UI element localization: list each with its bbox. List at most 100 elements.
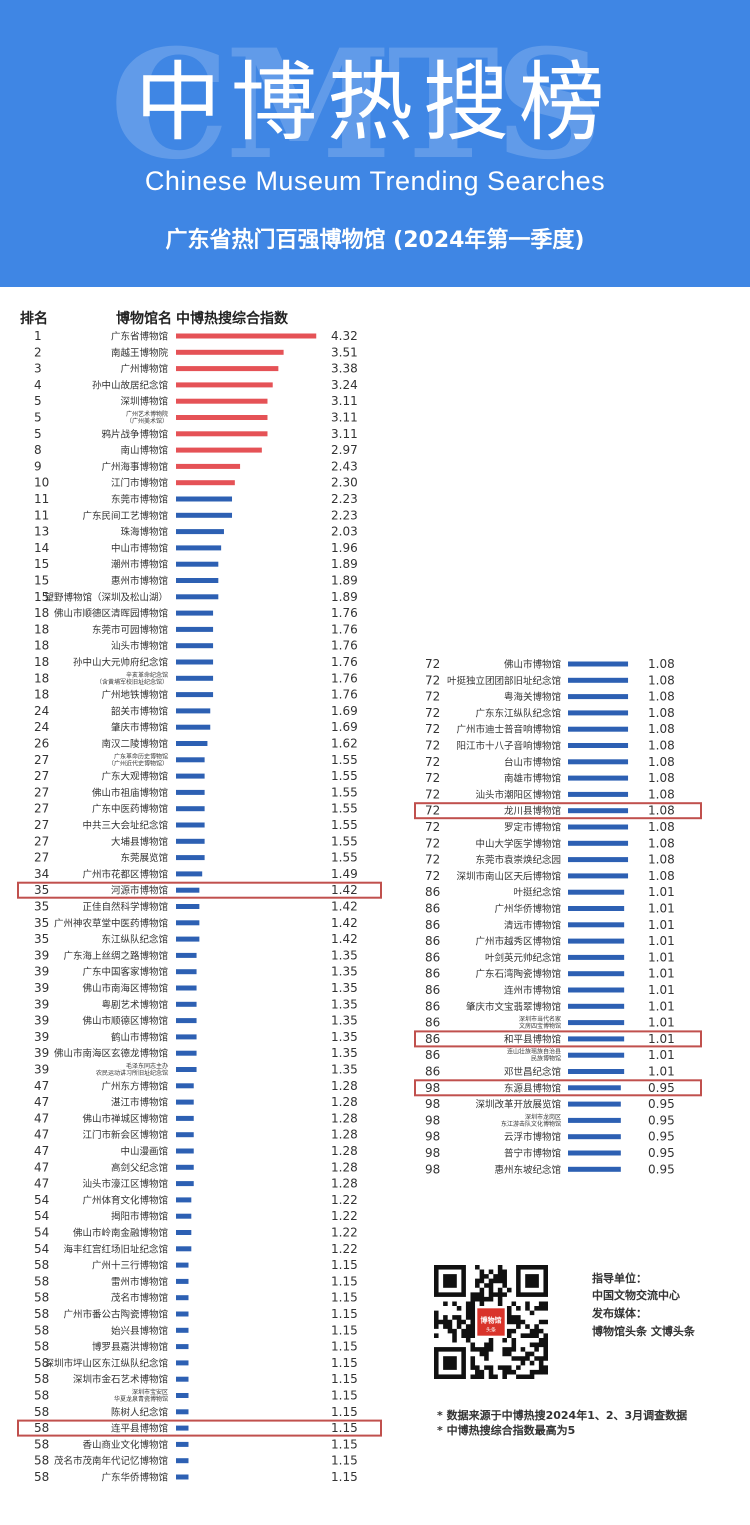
left-value-label: 1.76 bbox=[331, 622, 358, 636]
left-bar bbox=[176, 1458, 189, 1464]
left-name-label-line2: 华夏龙泉青瓷博物馆 bbox=[114, 1395, 168, 1403]
right-value-label: 0.95 bbox=[648, 1081, 675, 1095]
right-value-label: 1.01 bbox=[648, 1048, 675, 1062]
left-bar bbox=[176, 708, 211, 714]
left-rank-label: 27 bbox=[34, 834, 49, 848]
left-rank-label: 54 bbox=[34, 1226, 49, 1240]
left-bar bbox=[176, 789, 205, 795]
right-value-label: 1.08 bbox=[648, 804, 675, 818]
right-name-label: 广东东江纵队纪念馆 bbox=[475, 707, 561, 719]
left-bar bbox=[176, 806, 205, 812]
left-value-label: 1.42 bbox=[331, 916, 358, 930]
right-rank-label: 72 bbox=[425, 673, 440, 687]
left-rank-label: 18 bbox=[34, 655, 49, 669]
left-value-label: 1.35 bbox=[331, 1046, 358, 1060]
left-rank-label: 14 bbox=[34, 541, 49, 555]
right-rank-label: 98 bbox=[425, 1162, 440, 1176]
left-bar bbox=[176, 1246, 192, 1252]
left-bar bbox=[176, 1018, 197, 1024]
left-value-label: 1.28 bbox=[331, 1095, 358, 1109]
left-value-label: 1.42 bbox=[331, 900, 358, 914]
left-value-label: 1.15 bbox=[331, 1258, 358, 1272]
left-rank-label: 27 bbox=[34, 785, 49, 799]
right-name-label: 邓世昌纪念馆 bbox=[504, 1066, 561, 1078]
right-rank-label: 86 bbox=[425, 885, 440, 899]
left-bar bbox=[176, 463, 241, 469]
left-bar bbox=[176, 1132, 194, 1138]
left-value-label: 3.11 bbox=[331, 411, 358, 425]
right-rank-label: 72 bbox=[425, 739, 440, 753]
left-value-label: 1.89 bbox=[331, 557, 358, 571]
left-name-label: 望野博物馆（深圳及松山湖） bbox=[44, 591, 168, 603]
left-value-label: 1.15 bbox=[331, 1340, 358, 1354]
left-bar bbox=[176, 333, 317, 339]
left-value-label: 1.35 bbox=[331, 1063, 358, 1077]
left-bar bbox=[176, 366, 279, 372]
left-name-label: 中山漫画馆 bbox=[120, 1146, 168, 1158]
left-value-label: 1.55 bbox=[331, 834, 358, 848]
right-value-label: 1.08 bbox=[648, 739, 675, 753]
left-name-label: 广州东方博物馆 bbox=[101, 1080, 168, 1092]
right-rank-label: 86 bbox=[425, 1048, 440, 1062]
right-bar bbox=[568, 677, 629, 683]
qr-logo-icon bbox=[477, 1308, 505, 1336]
right-rank-label: 72 bbox=[425, 804, 440, 818]
left-value-label: 1.28 bbox=[331, 1079, 358, 1093]
left-bar bbox=[176, 382, 273, 388]
right-bar bbox=[568, 1036, 625, 1042]
left-name-label: 深圳市坪山区东江纵队纪念馆 bbox=[44, 1357, 168, 1369]
qr-logo-text: 博物馆 bbox=[480, 1315, 501, 1324]
left-bar bbox=[176, 1376, 189, 1382]
right-rank-label: 72 bbox=[425, 722, 440, 736]
left-value-label: 2.23 bbox=[331, 492, 358, 506]
right-value-label: 1.08 bbox=[648, 690, 675, 704]
right-rank-label: 98 bbox=[425, 1113, 440, 1127]
right-bar bbox=[568, 1069, 625, 1074]
left-rank-label: 39 bbox=[34, 1014, 49, 1028]
right-name-label: 叶挺独立团团部旧址纪念馆 bbox=[447, 675, 561, 687]
left-value-label: 1.15 bbox=[331, 1421, 358, 1435]
left-bar bbox=[176, 610, 214, 616]
right-bar bbox=[568, 906, 625, 911]
right-rank-label: 72 bbox=[425, 690, 440, 704]
right-rank-label: 86 bbox=[425, 1032, 440, 1046]
right-bar bbox=[568, 759, 629, 765]
left-bar bbox=[176, 952, 197, 958]
right-value-label: 1.08 bbox=[648, 853, 675, 867]
left-name-label: 鹤山市博物馆 bbox=[111, 1031, 168, 1043]
left-rank-label: 18 bbox=[34, 688, 49, 702]
left-rank-label: 35 bbox=[34, 900, 49, 914]
left-value-label: 1.55 bbox=[331, 802, 358, 816]
left-value-label: 1.42 bbox=[331, 932, 358, 946]
right-name-label: 连州市博物馆 bbox=[504, 985, 561, 997]
right-bar bbox=[568, 775, 629, 781]
left-name-label: 广东民间工艺博物馆 bbox=[82, 510, 168, 522]
right-rank-label: 86 bbox=[425, 950, 440, 964]
left-name-label: 广东华侨博物馆 bbox=[101, 1472, 168, 1484]
left-bar bbox=[176, 1067, 197, 1072]
left-bar bbox=[176, 626, 214, 632]
right-value-label: 1.08 bbox=[648, 657, 675, 671]
left-name-label: 珠海博物馆 bbox=[120, 526, 168, 538]
left-rank-label: 47 bbox=[34, 1160, 49, 1174]
left-value-label: 1.15 bbox=[331, 1454, 358, 1468]
right-value-label: 0.95 bbox=[648, 1130, 675, 1144]
left-rank-label: 15 bbox=[34, 590, 49, 604]
right-value-label: 1.01 bbox=[648, 1032, 675, 1046]
left-bar bbox=[176, 838, 205, 844]
left-name-label: 广州博物馆 bbox=[120, 363, 168, 375]
qr-finder-inner bbox=[525, 1274, 539, 1288]
left-rank-label: 58 bbox=[34, 1372, 49, 1386]
right-value-label: 1.01 bbox=[648, 902, 675, 916]
left-bar bbox=[176, 349, 284, 355]
left-rank-label: 18 bbox=[34, 606, 49, 620]
left-bar bbox=[176, 561, 219, 567]
left-name-label: 博罗县嘉洪博物馆 bbox=[92, 1341, 168, 1353]
left-name-label: 江门市博物馆 bbox=[111, 477, 168, 489]
qr-code[interactable]: 博物馆头条 bbox=[434, 1265, 548, 1379]
left-bar bbox=[176, 1083, 194, 1089]
right-name-label: 东莞市袁崇焕纪念园 bbox=[475, 854, 561, 866]
right-value-label: 1.01 bbox=[648, 934, 675, 948]
right-value-label: 1.08 bbox=[648, 673, 675, 687]
right-value-label: 1.08 bbox=[648, 836, 675, 850]
